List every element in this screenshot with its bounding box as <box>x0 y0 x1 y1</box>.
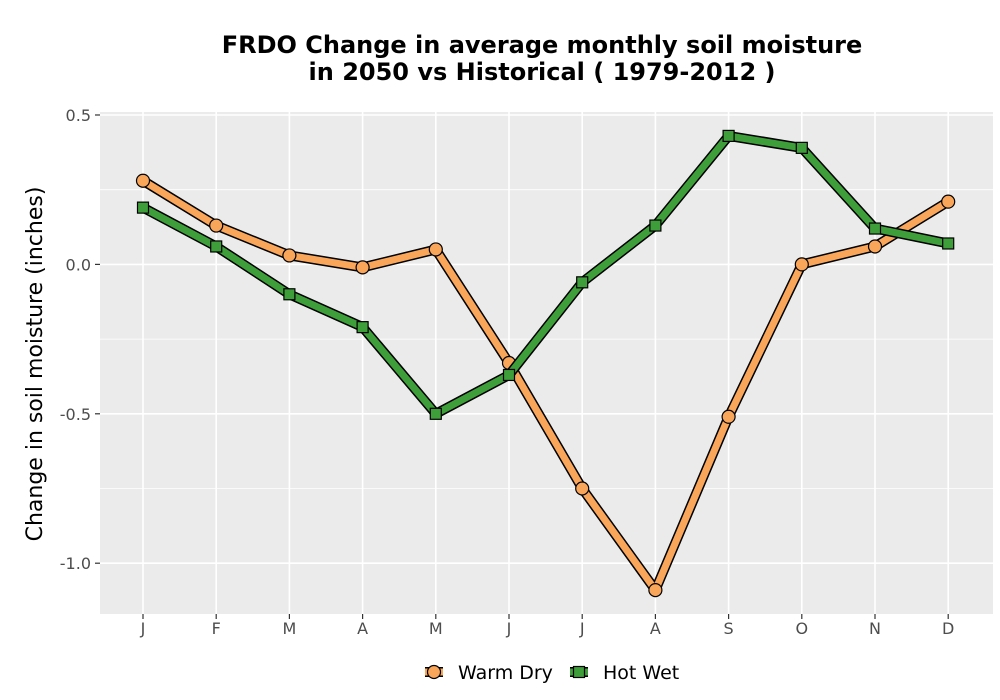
x-tick-label: M <box>429 619 443 638</box>
y-tick-label: -1.0 <box>60 554 91 573</box>
x-tick-label: S <box>724 619 734 638</box>
y-axis-title: Change in soil moisture (inches) <box>23 187 48 542</box>
series-point-warm-dry <box>209 218 224 233</box>
series-point-warm-dry <box>794 257 809 272</box>
series-point-hot-wet <box>136 201 150 214</box>
x-tick-label: J <box>140 619 146 638</box>
plot-panel <box>100 112 993 614</box>
y-tick-label: -0.5 <box>60 405 91 424</box>
chart-title-line-1: FRDO Change in average monthly soil mois… <box>222 31 863 59</box>
series-point-warm-dry <box>575 481 590 496</box>
series-point-hot-wet <box>576 276 589 289</box>
legend-label-hot-wet: Hot Wet <box>603 662 679 684</box>
series-point-warm-dry <box>941 194 956 209</box>
series-line-hot-wet <box>139 132 952 418</box>
series-point-warm-dry <box>648 582 663 598</box>
y-tick-label: 0.5 <box>66 106 91 125</box>
series-point-warm-dry <box>135 173 151 188</box>
legend: Warm Dry Hot Wet <box>425 662 679 684</box>
series-point-hot-wet <box>795 141 808 154</box>
legend-label-warm-dry: Warm Dry <box>458 662 553 684</box>
series-point-warm-dry <box>721 409 736 424</box>
series-point-hot-wet <box>722 129 735 143</box>
series-point-hot-wet <box>942 237 955 250</box>
legend-key-marker-warm-dry <box>426 664 442 680</box>
series-point-hot-wet <box>649 219 662 232</box>
series-point-warm-dry <box>867 239 883 254</box>
x-tick-label: M <box>282 619 296 638</box>
series-point-hot-wet <box>356 321 369 334</box>
x-tick-label: A <box>357 619 368 638</box>
series-layer <box>135 129 956 598</box>
series-point-warm-dry <box>428 242 443 257</box>
legend-key-marker-hot-wet <box>572 665 586 679</box>
series-point-hot-wet <box>210 240 223 253</box>
axis-layer: 0.5 0.0 -0.5 -1.0 J F M A M J J A S O N D <box>60 106 955 638</box>
x-tick-label: O <box>796 619 809 638</box>
series-point-warm-dry <box>355 260 370 275</box>
series-point-hot-wet <box>283 288 296 301</box>
series-point-warm-dry <box>282 248 297 263</box>
x-tick-label: J <box>579 619 585 638</box>
y-tick-label: 0.0 <box>66 255 91 274</box>
x-tick-label: J <box>506 619 512 638</box>
chart-title-line-2: in 2050 vs Historical ( 1979-2012 ) <box>309 58 776 86</box>
x-tick-label: D <box>942 619 954 638</box>
x-tick-label: A <box>650 619 661 638</box>
series-line-warm-dry <box>139 177 952 594</box>
x-tick-label: N <box>869 619 881 638</box>
series-point-hot-wet <box>429 407 442 420</box>
x-tick-label: F <box>212 619 221 638</box>
series-point-hot-wet <box>502 368 516 382</box>
series-point-hot-wet <box>868 222 882 235</box>
